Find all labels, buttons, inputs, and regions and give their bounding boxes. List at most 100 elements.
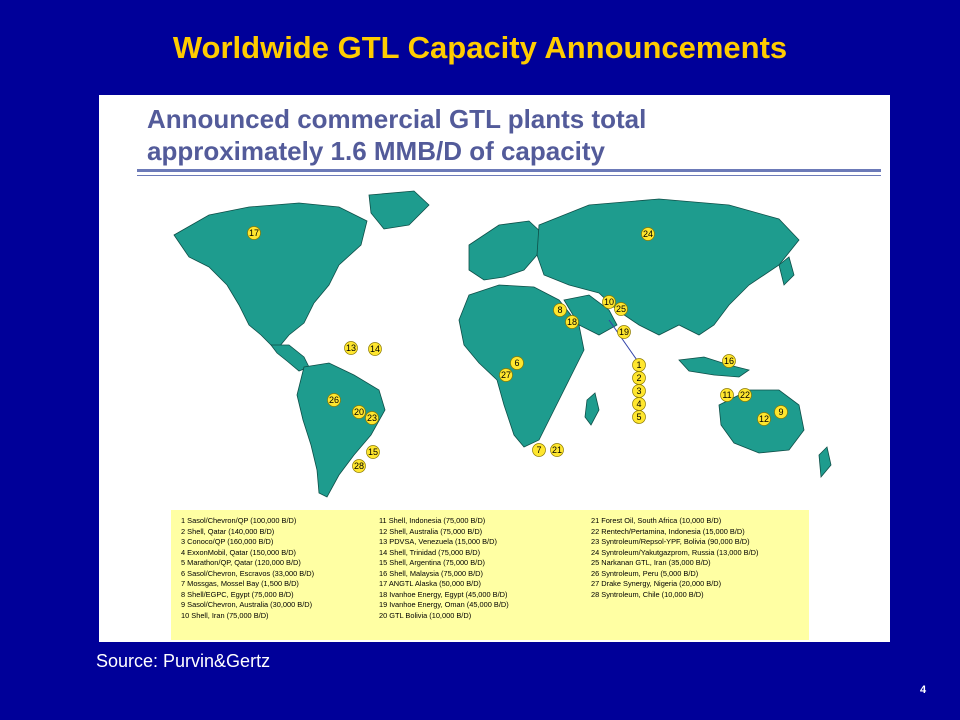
legend-item: 23 Syntroleum/Repsol-YPF, Bolivia (90,00…	[591, 537, 750, 546]
legend-item: 7 Mossgas, Mossel Bay (1,500 B/D)	[181, 579, 299, 588]
marker-18: 18	[565, 315, 579, 329]
marker-20: 20	[352, 405, 366, 419]
marker-26: 26	[327, 393, 341, 407]
legend-item: 26 Syntroleum, Peru (5,000 B/D)	[591, 568, 699, 578]
markers: 1 2 3 4 5 6 7 8 9 10 11 12 13 14 15 16 1…	[247, 226, 788, 473]
marker-label: 4	[636, 399, 641, 409]
marker-2: 2	[632, 371, 646, 385]
legend-item: 16 Shell, Malaysia (75,000 B/D)	[379, 568, 483, 578]
marker-5: 5	[632, 410, 646, 424]
marker-label: 15	[368, 447, 378, 457]
legend-item: 6 Sasol/Chevron, Escravos (33,000 B/D)	[181, 568, 315, 578]
marker-28: 28	[352, 459, 366, 473]
marker-9: 9	[774, 405, 788, 419]
landmass-indonesia	[678, 356, 750, 378]
marker-25: 25	[614, 302, 628, 316]
landmass-europe	[468, 220, 545, 281]
legend-column-1: 1 Sasol/Chevron/QP (100,000 B/D) 2 Shell…	[181, 516, 314, 621]
marker-label: 8	[557, 305, 562, 315]
marker-label: 18	[567, 317, 577, 327]
headline-line-1: Announced commercial GTL plants total	[147, 104, 647, 134]
legend-item: 8 Shell/EGPC, Egypt (75,000 B/D)	[181, 589, 294, 599]
legend-item: 25 Narkanan GTL, Iran (35,000 B/D)	[591, 558, 711, 567]
map-panel: Announced commercial GTL plants total ap…	[99, 95, 890, 642]
marker-13: 13	[344, 341, 358, 355]
marker-label: 22	[740, 390, 750, 400]
marker-label: 26	[329, 395, 339, 405]
legend-item: 5 Marathon/QP, Qatar (120,000 B/D)	[181, 558, 301, 567]
marker-14: 14	[368, 342, 382, 356]
source-credit: Source: Purvin&Gertz	[96, 651, 271, 671]
legend-item: 28 Syntroleum, Chile (10,000 B/D)	[591, 589, 704, 599]
marker-label: 20	[354, 407, 364, 417]
marker-label: 10	[604, 297, 614, 307]
marker-label: 12	[759, 414, 769, 424]
legend-item: 11 Shell, Indonesia (75,000 B/D)	[379, 516, 486, 525]
legend-item: 4 ExxonMobil, Qatar (150,000 B/D)	[181, 547, 297, 557]
marker-label: 13	[346, 343, 356, 353]
marker-1: 1	[632, 358, 646, 372]
marker-17: 17	[247, 226, 261, 240]
marker-label: 7	[536, 445, 541, 455]
marker-label: 9	[778, 407, 783, 417]
legend-item: 24 Syntroleum/Yakutgazprom, Russia (13,0…	[591, 547, 759, 557]
legend-item: 20 GTL Bolivia (10,000 B/D)	[379, 610, 472, 620]
legend-item: 12 Shell, Australia (75,000 B/D)	[379, 526, 483, 536]
marker-label: 24	[643, 229, 653, 239]
marker-24: 24	[641, 227, 655, 241]
legend-item: 1 Sasol/Chevron/QP (100,000 B/D)	[181, 516, 297, 525]
legend-item: 21 Forest Oil, South Africa (10,000 B/D)	[591, 516, 722, 525]
landmass-greenland	[368, 190, 430, 230]
marker-label: 23	[367, 413, 377, 423]
legend-item: 14 Shell, Trinidad (75,000 B/D)	[379, 547, 481, 557]
legend-item: 3 Conoco/QP (160,000 B/D)	[181, 537, 274, 546]
legend-column-3: 21 Forest Oil, South Africa (10,000 B/D)…	[591, 516, 758, 600]
marker-label: 3	[636, 386, 641, 396]
marker-22: 22	[738, 388, 752, 402]
marker-label: 14	[370, 344, 380, 354]
legend-item: 2 Shell, Qatar (140,000 B/D)	[181, 526, 275, 536]
qatar-callout-line	[608, 319, 640, 364]
marker-16: 16	[722, 354, 736, 368]
marker-label: 19	[619, 327, 629, 337]
marker-3: 3	[632, 384, 646, 398]
legend-item: 10 Shell, Iran (75,000 B/D)	[181, 610, 269, 620]
legend-item: 19 Ivanhoe Energy, Oman (45,000 B/D)	[379, 600, 509, 609]
landmass-new-zealand	[818, 446, 832, 478]
landmass-japan	[778, 256, 795, 286]
legend-item: 15 Shell, Argentina (75,000 B/D)	[379, 558, 485, 567]
landmass-arabia	[563, 294, 618, 336]
legend-item: 22 Rentech/Pertamina, Indonesia (15,000 …	[591, 526, 745, 536]
landmass-central-america	[270, 344, 310, 372]
marker-label: 21	[552, 445, 562, 455]
marker-7: 7	[532, 443, 546, 457]
marker-15: 15	[366, 445, 380, 459]
marker-label: 28	[354, 461, 364, 471]
marker-label: 27	[501, 370, 511, 380]
marker-23: 23	[365, 411, 379, 425]
legend-item: 13 PDVSA, Venezuela (15,000 B/D)	[379, 537, 497, 546]
marker-4: 4	[632, 397, 646, 411]
marker-6: 6	[510, 356, 524, 370]
legend-item: 17 ANGTL Alaska (50,000 B/D)	[379, 579, 482, 588]
landmass-north-america	[173, 202, 368, 348]
legend-item: 9 Sasol/Chevron, Australia (30,000 B/D)	[181, 600, 313, 609]
legend-item: 27 Drake Synergy, Nigeria (20,000 B/D)	[591, 579, 722, 588]
marker-19: 19	[617, 325, 631, 339]
marker-label: 1	[636, 360, 641, 370]
legend-column-2: 11 Shell, Indonesia (75,000 B/D) 12 Shel…	[379, 516, 509, 621]
marker-label: 5	[636, 412, 641, 422]
landmass-south-america	[296, 362, 386, 498]
marker-label: 25	[616, 304, 626, 314]
plant-legend: 1 Sasol/Chevron/QP (100,000 B/D) 2 Shell…	[171, 510, 809, 640]
legend-item: 18 Ivanhoe Energy, Egypt (45,000 B/D)	[379, 589, 508, 599]
world-map: 1 2 3 4 5 6 7 8 9 10 11 12 13 14 15 16 1…	[173, 190, 832, 498]
headline-line-2: approximately 1.6 MMB/D of capacity	[147, 136, 606, 166]
marker-label: 16	[724, 356, 734, 366]
headline-rule-thin	[137, 175, 881, 176]
marker-11: 11	[720, 388, 734, 402]
marker-8: 8	[553, 303, 567, 317]
slide-title: Worldwide GTL Capacity Announcements	[172, 30, 788, 65]
landmass-madagascar	[584, 392, 600, 426]
page-number: 4	[920, 684, 927, 696]
